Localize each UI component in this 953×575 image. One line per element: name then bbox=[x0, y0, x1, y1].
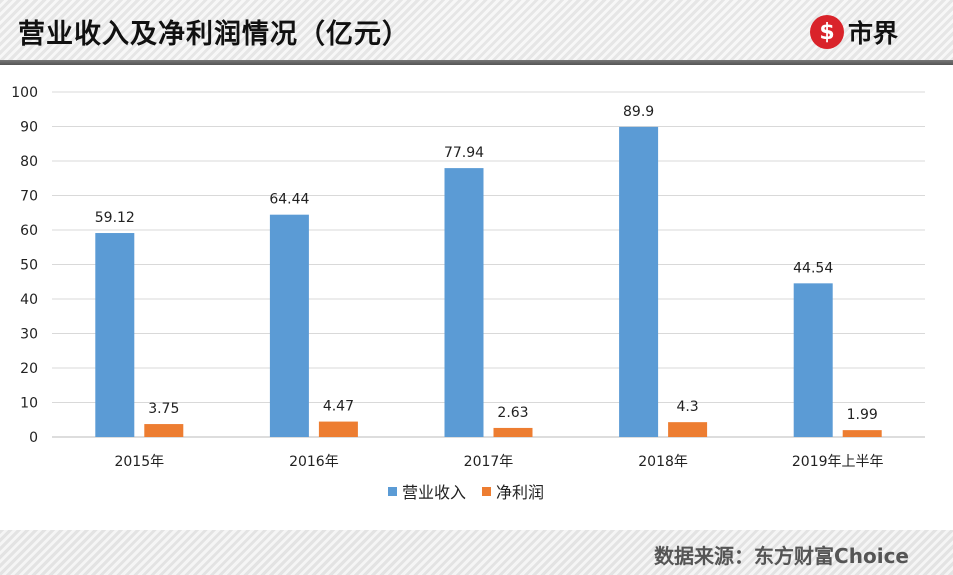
y-tick-label: 20 bbox=[20, 361, 38, 377]
x-tick-label: 2016年 bbox=[289, 454, 339, 470]
y-tick-label: 0 bbox=[29, 430, 38, 446]
bar-net-profit bbox=[144, 424, 184, 437]
data-label: 4.47 bbox=[323, 399, 354, 415]
bar-revenue bbox=[444, 168, 484, 437]
y-tick-label: 30 bbox=[20, 327, 38, 343]
legend-label: 净利润 bbox=[496, 483, 544, 502]
y-tick-label: 90 bbox=[20, 120, 38, 136]
legend-swatch bbox=[388, 487, 397, 496]
data-label: 77.94 bbox=[444, 145, 484, 161]
y-tick-label: 80 bbox=[20, 154, 38, 170]
header-banner: 营业收入及净利润情况（亿元） $ 市界 bbox=[0, 0, 953, 60]
x-tick-label: 2017年 bbox=[464, 454, 514, 470]
data-label: 59.12 bbox=[95, 210, 135, 226]
data-label: 4.3 bbox=[676, 399, 698, 415]
x-tick-label: 2019年上半年 bbox=[792, 454, 884, 470]
page-title: 营业收入及净利润情况（亿元） bbox=[18, 19, 410, 50]
y-tick-label: 40 bbox=[20, 292, 38, 308]
bar-revenue bbox=[619, 126, 659, 437]
x-tick-label: 2018年 bbox=[638, 454, 688, 470]
data-label: 3.75 bbox=[148, 401, 179, 417]
bar-revenue bbox=[269, 214, 309, 437]
logo-text: 市界 bbox=[848, 19, 899, 48]
bar-net-profit bbox=[493, 427, 533, 437]
legend-label: 营业收入 bbox=[402, 483, 466, 502]
bar-chart: 0 10 20 30 40 50 60 70 80 90 100 2015年 59.12 3.75 2016… bbox=[11, 85, 925, 502]
y-tick-label: 50 bbox=[20, 258, 38, 274]
bar-revenue bbox=[95, 233, 135, 437]
data-label: 2.63 bbox=[497, 405, 528, 421]
y-tick-label: 10 bbox=[20, 396, 38, 412]
legend-swatch bbox=[482, 487, 491, 496]
data-source: 数据来源：东方财富Choice bbox=[654, 544, 909, 568]
bar-net-profit bbox=[668, 422, 708, 437]
logo: $ 市界 bbox=[810, 14, 898, 50]
bar-net-profit bbox=[842, 430, 882, 437]
divider bbox=[0, 60, 953, 65]
data-label: 1.99 bbox=[847, 407, 878, 423]
data-label: 64.44 bbox=[269, 192, 309, 208]
data-label: 44.54 bbox=[793, 260, 833, 276]
data-label: 89.9 bbox=[623, 104, 654, 120]
bar-revenue bbox=[793, 283, 833, 437]
y-tick-label: 100 bbox=[11, 85, 38, 101]
logo-icon: $ bbox=[810, 15, 844, 49]
footer-banner: 数据来源：东方财富Choice bbox=[0, 530, 953, 575]
x-tick-label: 2015年 bbox=[114, 454, 164, 470]
y-tick-label: 70 bbox=[20, 189, 38, 205]
y-tick-label: 60 bbox=[20, 223, 38, 239]
bar-net-profit bbox=[318, 421, 358, 437]
